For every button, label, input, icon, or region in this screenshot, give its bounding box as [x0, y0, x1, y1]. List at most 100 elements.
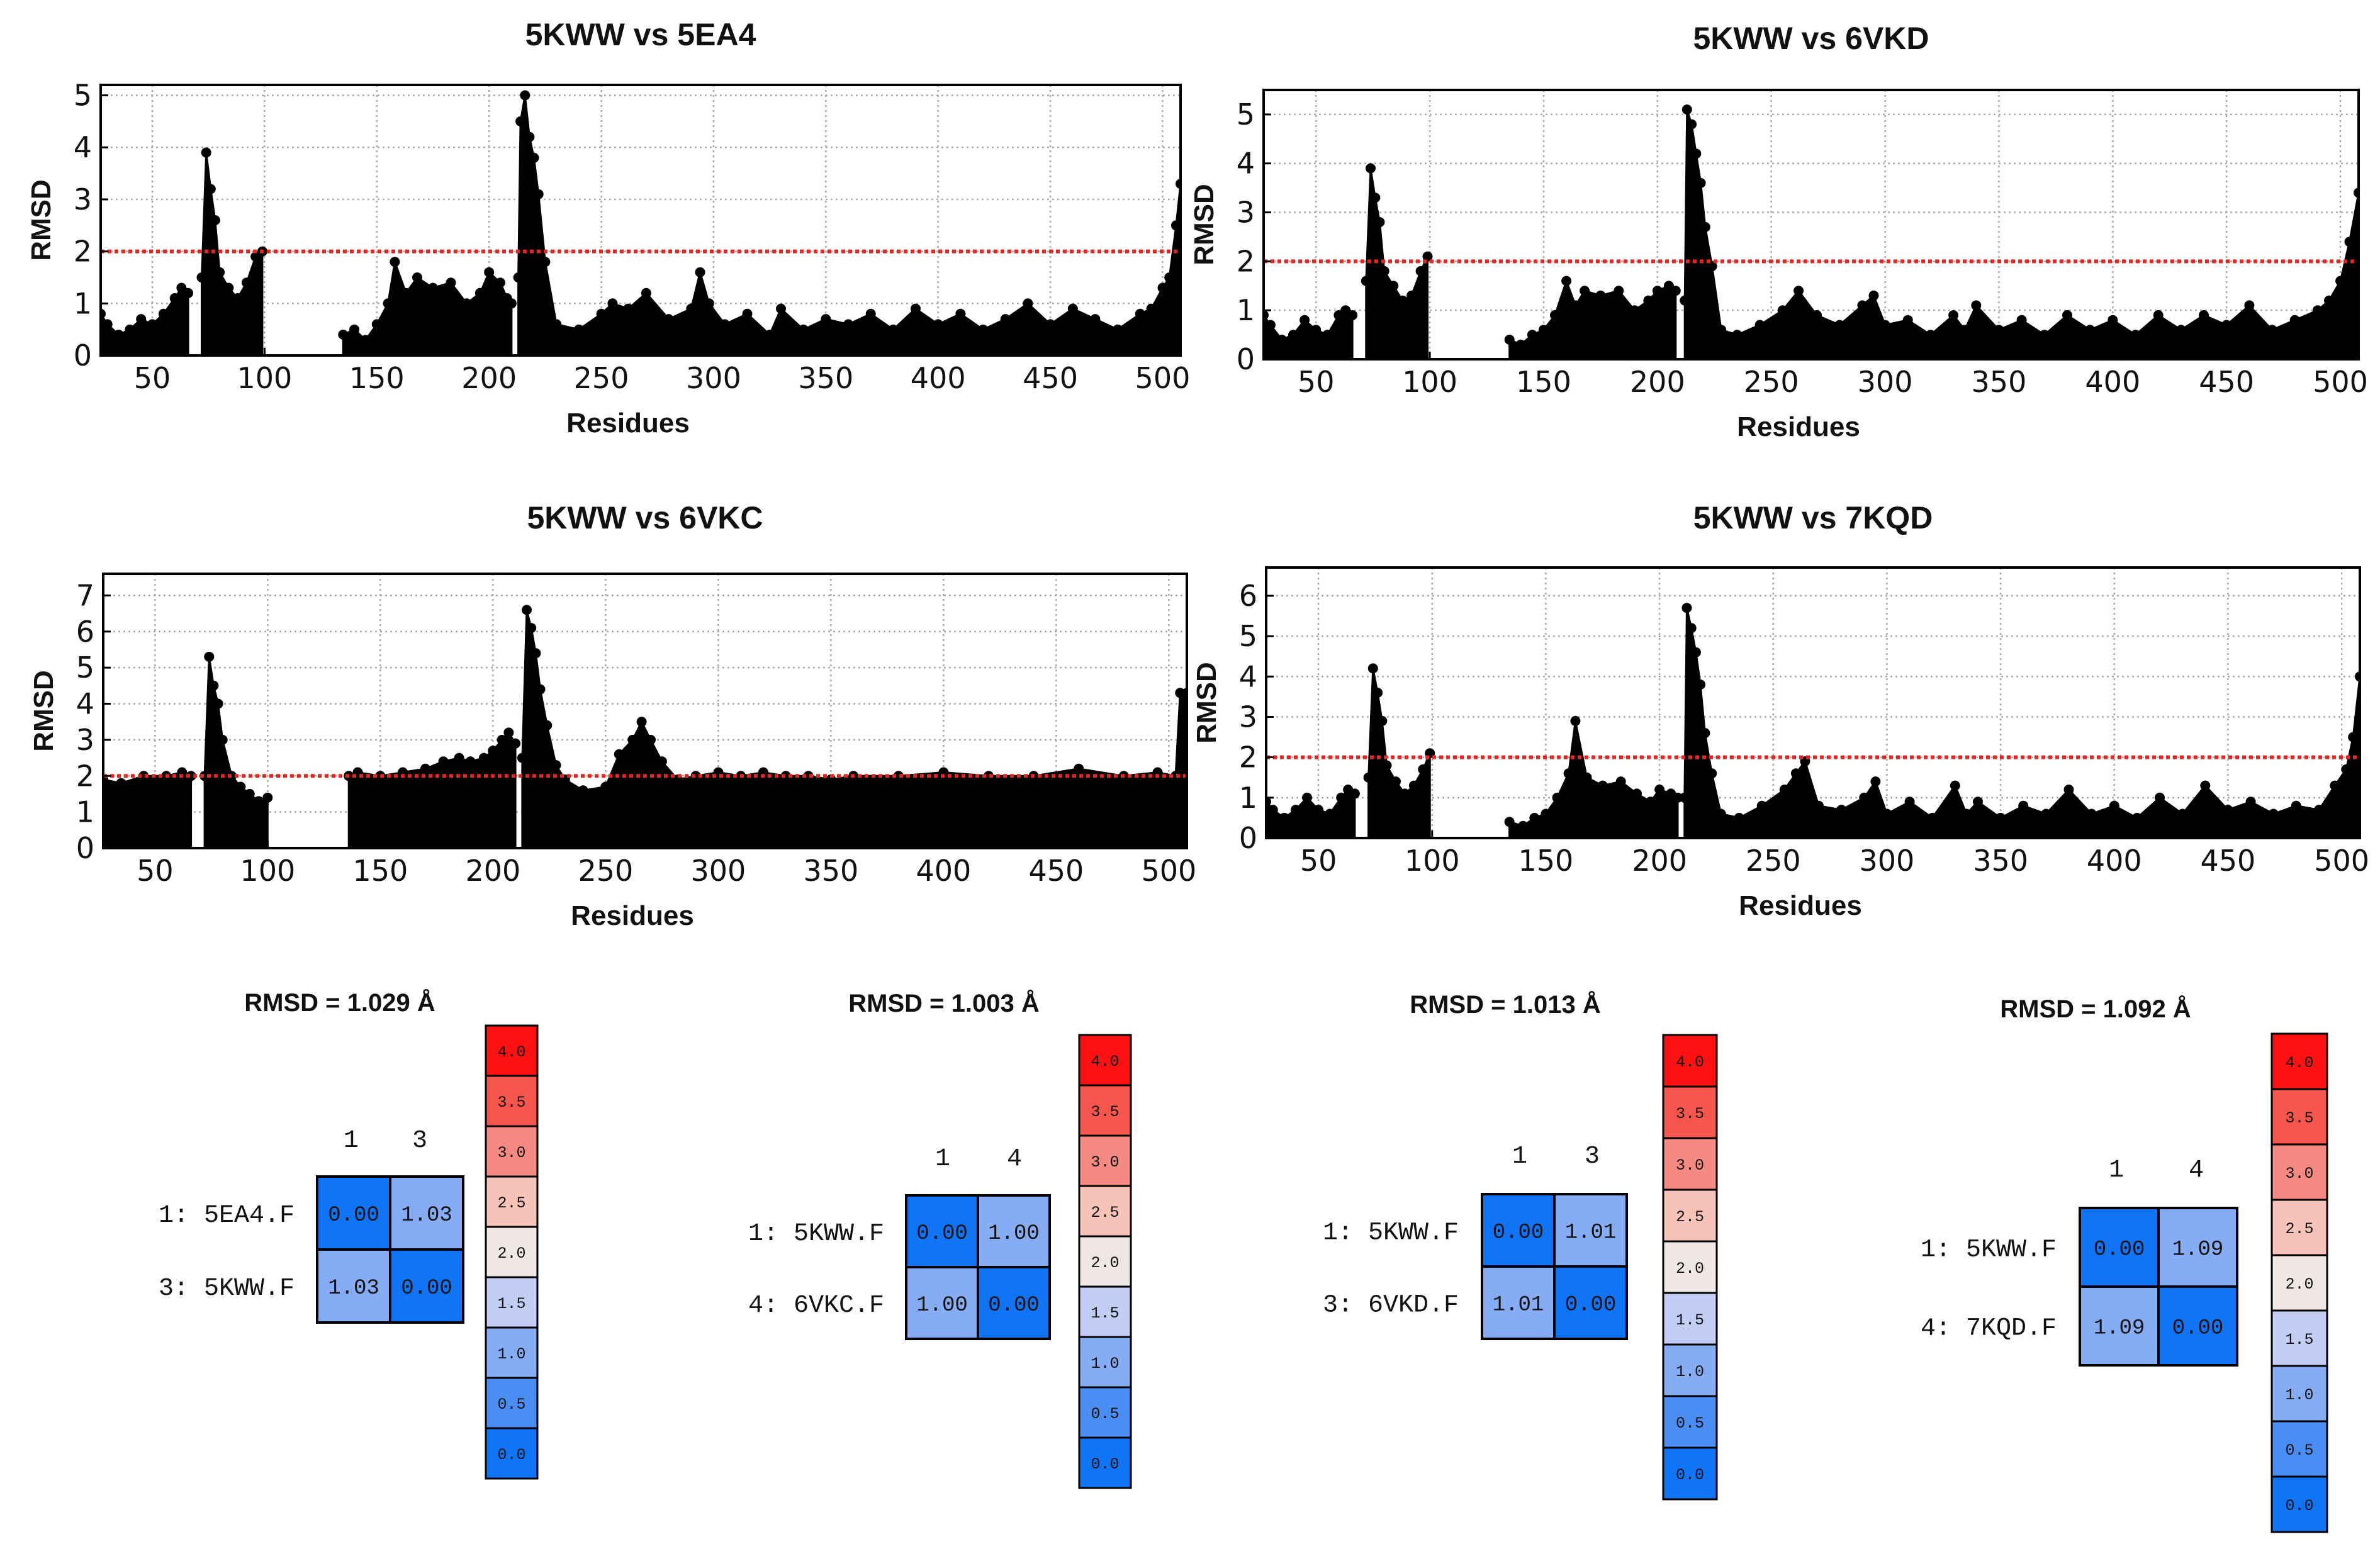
colorbar-label: 0.0: [497, 1446, 525, 1464]
x-tick-label: 200: [461, 361, 517, 395]
heatmap-col-label: 3: [412, 1127, 427, 1155]
rmsd-point: [1632, 788, 1642, 799]
rmsd-point: [1391, 776, 1401, 787]
rmsd-point: [1400, 788, 1410, 799]
rmsd-point: [1170, 771, 1181, 781]
rmsd-point: [2341, 764, 2352, 774]
colorbar-segment: [2271, 1309, 2328, 1367]
heatmap-cell-value: 1.00: [916, 1294, 968, 1317]
y-tick-label: 5: [76, 651, 94, 685]
rmsd-point: [1836, 805, 1847, 815]
rmsd-point: [911, 303, 921, 314]
rmsd-point: [821, 314, 831, 325]
x-tick-label: 500: [1135, 361, 1191, 395]
heatmap-cell: [977, 1266, 1051, 1340]
rmsd-point: [201, 147, 211, 158]
rmsd-point: [232, 293, 243, 303]
rmsd-point: [1422, 251, 1433, 262]
colorbar-segment: [1662, 1292, 1718, 1346]
rmsd-point: [1299, 315, 1310, 325]
rmsd-point: [1377, 715, 1388, 726]
y-tick-label: 3: [76, 723, 94, 757]
rmsd-point: [2348, 732, 2359, 742]
rmsd-point: [2130, 330, 2141, 340]
rmsd-point: [1291, 805, 1301, 815]
rmsd-point: [1695, 679, 1706, 690]
rmsd-point: [1302, 792, 1312, 803]
rmsd-point: [865, 308, 876, 319]
colorbar-label: 0.5: [2285, 1441, 2313, 1460]
heatmap-cell-value: 1.03: [328, 1277, 379, 1300]
y-tick-label: 1: [76, 795, 94, 829]
rmsd-point: [1904, 797, 1915, 807]
rmsd-point: [641, 288, 651, 298]
colorbar-label: 2.0: [497, 1244, 525, 1263]
y-tick-label: 6: [1239, 579, 1257, 613]
rmsd-point: [1950, 780, 1960, 791]
rmsd-point: [1552, 792, 1563, 803]
heatmap-cell-value: 1.00: [988, 1222, 1040, 1246]
rmsd-point: [695, 267, 705, 277]
plot-title: 5KWW vs 7KQD: [1693, 500, 1933, 535]
rmsd-point: [412, 272, 422, 282]
rmsd-point: [984, 771, 994, 781]
x-axis-label: Residues: [1739, 890, 1862, 921]
y-tick-label: 6: [76, 615, 94, 649]
rmsd-point: [1870, 776, 1881, 787]
rmsd-point: [1361, 276, 1371, 286]
y-tick-label: 1: [74, 286, 92, 320]
colorbar-label: 2.0: [1676, 1260, 1704, 1278]
x-tick-label: 250: [574, 361, 629, 395]
rmsd-point: [1670, 286, 1681, 296]
rmsd-point: [208, 680, 219, 691]
rmsd-point: [636, 717, 647, 727]
rmsd-point: [1679, 792, 1690, 803]
x-tick-label: 250: [578, 854, 633, 888]
x-tick-label: 150: [352, 854, 408, 888]
x-tick-label: 500: [1141, 854, 1196, 888]
rmsd-point: [1615, 776, 1626, 787]
rmsd-point: [390, 257, 400, 267]
x-tick-label: 350: [803, 854, 858, 888]
rmsd-point: [1716, 325, 1727, 335]
colorbar-label: 3.5: [1676, 1105, 1704, 1123]
rmsd-point: [1857, 300, 1868, 311]
rmsd-point: [719, 319, 730, 330]
rmsd-point: [1948, 310, 1959, 320]
rmsd-point: [1734, 812, 1744, 823]
x-tick-label: 300: [686, 361, 741, 395]
rmsd-point: [1645, 797, 1656, 807]
plot-title: 5KWW vs 6VKC: [527, 500, 763, 535]
rmsd-point: [1754, 320, 1765, 330]
rmsd-point: [530, 648, 541, 659]
rmsd-point: [578, 785, 588, 796]
rmsd-point: [2063, 785, 2074, 795]
rmsd-point: [542, 720, 553, 730]
heatmap-summary: RMSD = 1.092 Å: [2000, 995, 2191, 1023]
rmsd-point: [401, 288, 412, 298]
colorbar-label: 0.5: [497, 1395, 525, 1414]
colorbar-label: 1.5: [497, 1295, 525, 1313]
x-tick-label: 100: [1405, 844, 1460, 878]
rmsd-point: [1570, 715, 1581, 726]
rmsd-point: [522, 605, 532, 615]
rmsd-point: [1927, 812, 1938, 823]
heatmap-cell: [2157, 1285, 2238, 1367]
heatmap-cell: [316, 1248, 391, 1324]
rmsd-point: [2335, 276, 2346, 286]
rmsd-point: [1882, 808, 1892, 819]
rmsd-point: [1686, 623, 1697, 634]
rmsd-point: [1135, 308, 1145, 319]
colorbar-label: 2.0: [1091, 1254, 1119, 1272]
plot-title: 5KWW vs 6VKD: [1693, 21, 1929, 56]
colorbar-segment: [2271, 1032, 2328, 1090]
rmsd-point: [1366, 163, 1376, 174]
rmsd-point: [1379, 266, 1389, 276]
rmsd-point: [888, 324, 899, 335]
colorbar-label: 2.0: [2285, 1275, 2313, 1294]
rmsd-point: [1170, 220, 1181, 231]
rmsd-point: [1152, 767, 1163, 778]
rmsd-point: [420, 763, 430, 774]
colorbar-label: 0.5: [1676, 1414, 1704, 1433]
